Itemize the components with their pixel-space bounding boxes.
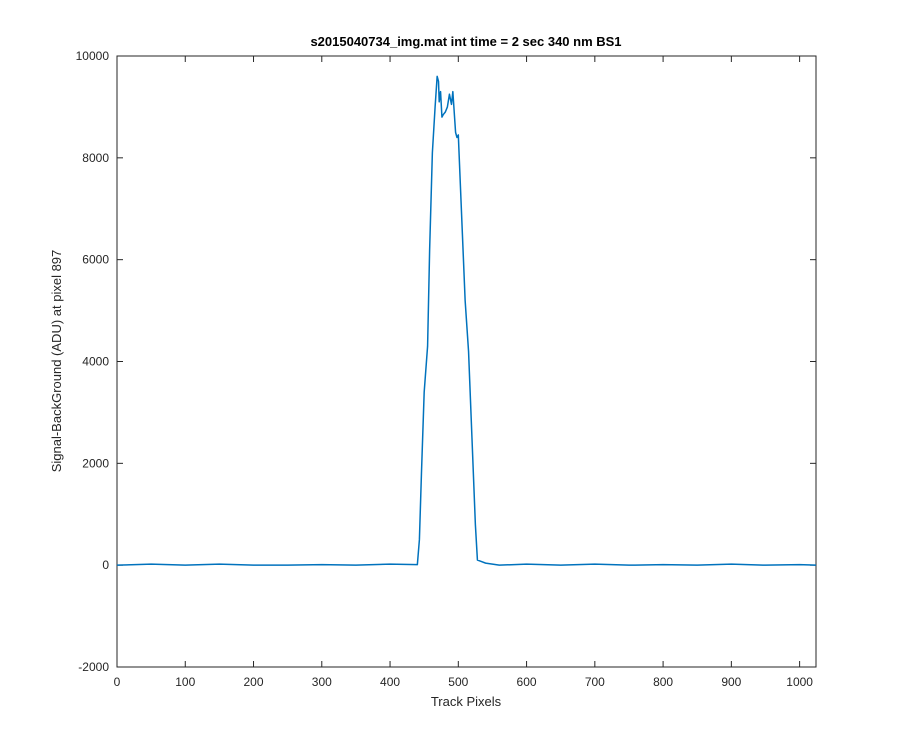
y-axis-label: Signal-BackGround (ADU) at pixel 897 <box>49 250 64 473</box>
x-tick-label: 400 <box>380 675 400 689</box>
x-tick-label: 800 <box>653 675 673 689</box>
ticks-layer: 0 100 200 300 400 500 600 700 800 900 1000 -2000 0 20… <box>76 49 816 689</box>
x-tick-label: 600 <box>517 675 537 689</box>
x-tick-label: 700 <box>585 675 605 689</box>
x-tick-label: 200 <box>244 675 264 689</box>
data-layer <box>116 75 817 566</box>
x-tick-label: 500 <box>448 675 468 689</box>
plot-area <box>116 55 817 668</box>
y-tick-label: 8000 <box>82 151 109 165</box>
y-tick-label: -2000 <box>78 660 109 674</box>
x-axis-label: Track Pixels <box>431 694 502 709</box>
chart-title: s2015040734_img.mat int time = 2 sec 340… <box>310 34 621 49</box>
series-line <box>116 75 817 566</box>
y-tick-label: 2000 <box>82 456 109 470</box>
x-tick-label: 100 <box>175 675 195 689</box>
y-tick-label: 10000 <box>76 49 110 63</box>
x-tick-label: 300 <box>312 675 332 689</box>
x-tick-label: 900 <box>721 675 741 689</box>
y-tick-label: 6000 <box>82 253 109 267</box>
x-tick-label: 0 <box>114 675 121 689</box>
y-tick-label: 0 <box>102 558 109 572</box>
x-tick-label: 1000 <box>786 675 813 689</box>
y-tick-label: 4000 <box>82 355 109 369</box>
